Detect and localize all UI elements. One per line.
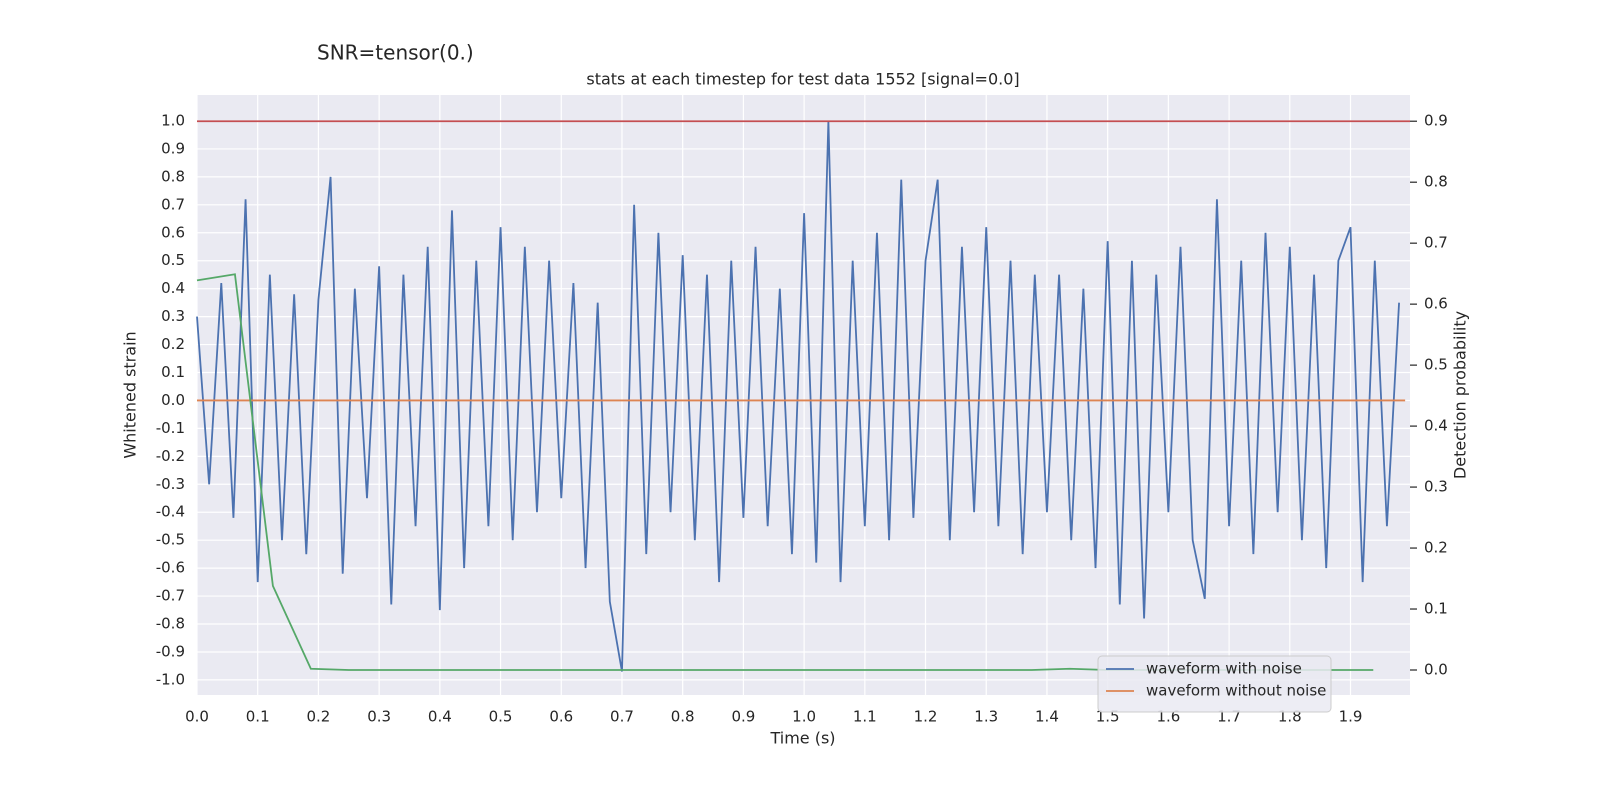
y2-tick-label: 0.9 <box>1424 112 1448 130</box>
legend-label: waveform without noise <box>1146 682 1326 700</box>
y-tick-label: 0.6 <box>161 223 185 241</box>
legend-box <box>1097 655 1332 713</box>
y-tick-label: -0.4 <box>156 503 185 521</box>
x-tick-label: 0.6 <box>549 708 573 726</box>
y-tick-label: -1.0 <box>156 670 185 688</box>
chart-subtitle: stats at each timestep for test data 155… <box>586 70 1019 89</box>
y-tick-label: -0.2 <box>156 447 185 465</box>
chart-title: SNR=tensor(0.) <box>317 41 474 65</box>
y-tick-label: -0.8 <box>156 615 185 633</box>
x-tick-label: 1.1 <box>853 708 877 726</box>
y-tick-label: -0.5 <box>156 531 185 549</box>
y2-axis-label: Detection probability <box>1451 311 1470 479</box>
x-tick-label: 0.0 <box>185 708 209 726</box>
x-tick-label: 0.7 <box>610 708 634 726</box>
y-tick-label: 0.8 <box>161 167 185 185</box>
y2-tick-label: 0.5 <box>1424 356 1448 374</box>
y-axis-label: Whitened strain <box>121 331 140 458</box>
x-tick-label: 1.4 <box>1035 708 1059 726</box>
x-tick-label: 1.0 <box>792 708 816 726</box>
y2-tick-label: 0.0 <box>1424 661 1448 679</box>
x-tick-label: 0.8 <box>671 708 695 726</box>
x-tick-label: 0.3 <box>367 708 391 726</box>
x-tick-label: 0.1 <box>246 708 270 726</box>
y2-tick-label: 0.2 <box>1424 539 1448 557</box>
y-tick-label: 0.5 <box>161 251 185 269</box>
y-tick-label: 0.9 <box>161 139 185 157</box>
y-tick-label: -0.9 <box>156 642 185 660</box>
y-tick-label: 1.0 <box>161 111 185 129</box>
y2-tick-label: 0.1 <box>1424 600 1448 618</box>
series-line <box>196 120 1400 672</box>
y-tick-label: 0.1 <box>161 363 185 381</box>
y2-tick-label: 0.3 <box>1424 478 1448 496</box>
y-tick-label: -0.3 <box>156 475 185 493</box>
legend-label: waveform with noise <box>1146 660 1302 678</box>
y-tick-label: -0.7 <box>156 587 185 605</box>
x-tick-label: 0.5 <box>489 708 513 726</box>
y-tick-label: 0.2 <box>161 335 185 353</box>
y-tick-label: -0.1 <box>156 419 185 437</box>
x-tick-label: 1.2 <box>914 708 938 726</box>
y-tick-label: 0.3 <box>161 307 185 325</box>
y-tick-label: -0.6 <box>156 559 185 577</box>
y-tick-label: 0.4 <box>161 279 185 297</box>
y2-tick-label: 0.4 <box>1424 417 1448 435</box>
x-tick-label: 0.9 <box>731 708 755 726</box>
y2-tick-label: 0.6 <box>1424 295 1448 313</box>
x-tick-label: 0.2 <box>306 708 330 726</box>
y-tick-label: 0.7 <box>161 195 185 213</box>
x-axis-label: Time (s) <box>769 729 835 748</box>
x-tick-label: 1.3 <box>974 708 998 726</box>
y-tick-label: 0.0 <box>161 391 185 409</box>
x-tick-label: 0.4 <box>428 708 452 726</box>
y2-tick-label: 0.7 <box>1424 234 1448 252</box>
y2-tick-label: 0.8 <box>1424 173 1448 191</box>
x-tick-label: 1.9 <box>1339 708 1363 726</box>
